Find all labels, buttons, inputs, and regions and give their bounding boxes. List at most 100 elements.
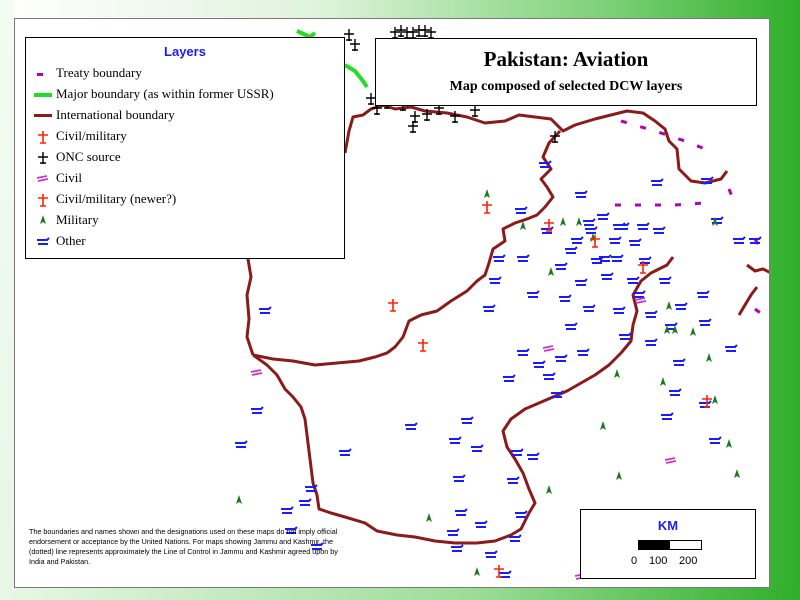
airstrip-icon bbox=[554, 354, 568, 362]
military-icon bbox=[690, 327, 696, 336]
legend-item-other: Other bbox=[34, 232, 339, 252]
legend-label: Civil/military (newer?) bbox=[56, 191, 177, 206]
airstrip-icon bbox=[650, 178, 664, 186]
airstrip-icon bbox=[696, 290, 710, 298]
civil-plane-icon bbox=[634, 297, 647, 304]
airstrip-icon bbox=[516, 348, 530, 356]
military-icon bbox=[546, 485, 552, 494]
legend-box: Layers Treaty boundary Major boundary (a… bbox=[25, 37, 345, 259]
airstrip-icon bbox=[482, 304, 496, 312]
legend-title: Layers bbox=[164, 44, 206, 59]
military-icon bbox=[426, 513, 432, 522]
civil-plane-icon bbox=[542, 345, 555, 352]
airstrip-icon bbox=[596, 212, 610, 220]
airstrip-icon bbox=[498, 570, 512, 578]
military-icon bbox=[576, 217, 582, 226]
airstrip-icon bbox=[488, 276, 502, 284]
disclaimer-text: The boundaries and names shown and the d… bbox=[29, 527, 338, 566]
scale-tick-200: 200 bbox=[679, 555, 698, 567]
military-icon bbox=[236, 495, 242, 504]
map-subtitle: Map composed of selected DCW layers bbox=[449, 79, 683, 94]
scale-ticks: 0 100 200 bbox=[631, 555, 751, 569]
airstrip-icon bbox=[258, 306, 272, 314]
airstrip-icon bbox=[710, 216, 724, 224]
legend-label: Civil bbox=[56, 170, 83, 185]
airstrip-icon bbox=[698, 318, 712, 326]
military-icon bbox=[600, 421, 606, 430]
plane-icon bbox=[349, 38, 361, 52]
airstrip-icon bbox=[304, 484, 318, 492]
military-icon bbox=[734, 469, 740, 478]
legend-item-international-boundary: International boundary bbox=[34, 106, 339, 126]
scale-bar-fill bbox=[639, 541, 670, 549]
line-icon bbox=[34, 93, 52, 97]
airstrip-icon bbox=[570, 236, 584, 244]
airstrip-icon bbox=[698, 400, 712, 408]
airstrip-icon bbox=[450, 544, 464, 552]
dash-icon bbox=[37, 73, 43, 76]
airstrip-icon bbox=[660, 412, 674, 420]
airstrip-icon bbox=[516, 254, 530, 262]
plane-icon bbox=[409, 110, 421, 124]
airstrip-icon bbox=[514, 510, 528, 518]
military-icon bbox=[484, 189, 490, 198]
airstrip-icon bbox=[598, 254, 612, 262]
legend-item-onc-source: ONC source bbox=[34, 148, 339, 168]
airstrip-icon bbox=[492, 254, 506, 262]
airstrip-icon bbox=[668, 388, 682, 396]
scale-title: KM bbox=[657, 518, 679, 533]
left-frame-band bbox=[0, 0, 14, 600]
airstrip-icon bbox=[644, 338, 658, 346]
map-panel[interactable]: Layers Treaty boundary Major boundary (a… bbox=[14, 18, 770, 588]
cross-plane-icon bbox=[417, 338, 429, 352]
airstrip-icon bbox=[618, 332, 632, 340]
airstrip-icon bbox=[576, 348, 590, 356]
airstrip-icon bbox=[700, 176, 714, 184]
civil-plane-icon bbox=[36, 175, 49, 182]
legend-label: ONC source bbox=[56, 149, 121, 164]
plane-icon bbox=[37, 151, 49, 165]
legend-label: International boundary bbox=[56, 107, 175, 122]
airstrip-icon bbox=[674, 302, 688, 310]
scale-bar-box: KM 0 100 200 bbox=[580, 509, 756, 579]
airstrip-icon bbox=[526, 290, 540, 298]
legend-item-civil-military: Civil/military bbox=[34, 127, 339, 147]
treaty-boundary bbox=[615, 119, 764, 317]
cross-plane-icon bbox=[37, 130, 49, 144]
legend-label: Treaty boundary bbox=[56, 65, 142, 80]
title-box: Pakistan: Aviation Map composed of selec… bbox=[375, 38, 757, 106]
legend-label: Other bbox=[56, 233, 86, 248]
military-icon bbox=[666, 301, 672, 310]
line-icon bbox=[34, 114, 52, 117]
military-icon bbox=[706, 353, 712, 362]
military-icon bbox=[614, 369, 620, 378]
airstrip-icon bbox=[584, 226, 598, 234]
airstrip-icon bbox=[542, 372, 556, 380]
airstrip-icon bbox=[460, 416, 474, 424]
airstrip-icon bbox=[514, 206, 528, 214]
legend-label: Major boundary (as within former USSR) bbox=[56, 86, 274, 101]
scale-tick-100: 100 bbox=[649, 555, 668, 567]
airstrip-icon bbox=[474, 520, 488, 528]
airstrip-icon bbox=[550, 390, 564, 398]
plane-icon bbox=[407, 120, 419, 134]
airstrip-icon bbox=[454, 508, 468, 516]
legend-item-major-boundary: Major boundary (as within former USSR) bbox=[34, 85, 339, 105]
bottom-frame-band bbox=[0, 588, 800, 600]
airstrip-icon bbox=[502, 374, 516, 382]
military-icon bbox=[548, 267, 554, 276]
airstrip-icon bbox=[638, 256, 652, 264]
airstrip-icon bbox=[540, 226, 554, 234]
cross-plane-icon bbox=[387, 298, 399, 312]
military-icon bbox=[726, 439, 732, 448]
military-icon bbox=[474, 567, 480, 576]
airstrip-icon bbox=[564, 246, 578, 254]
military-icon bbox=[40, 215, 46, 224]
legend-item-military: Military bbox=[34, 211, 339, 231]
airstrip-icon bbox=[574, 190, 588, 198]
airstrip-icon bbox=[564, 322, 578, 330]
plane-icon bbox=[413, 24, 425, 38]
airstrip-icon bbox=[608, 236, 622, 244]
airstrip-icon bbox=[554, 262, 568, 270]
airstrip-icon bbox=[338, 448, 352, 456]
